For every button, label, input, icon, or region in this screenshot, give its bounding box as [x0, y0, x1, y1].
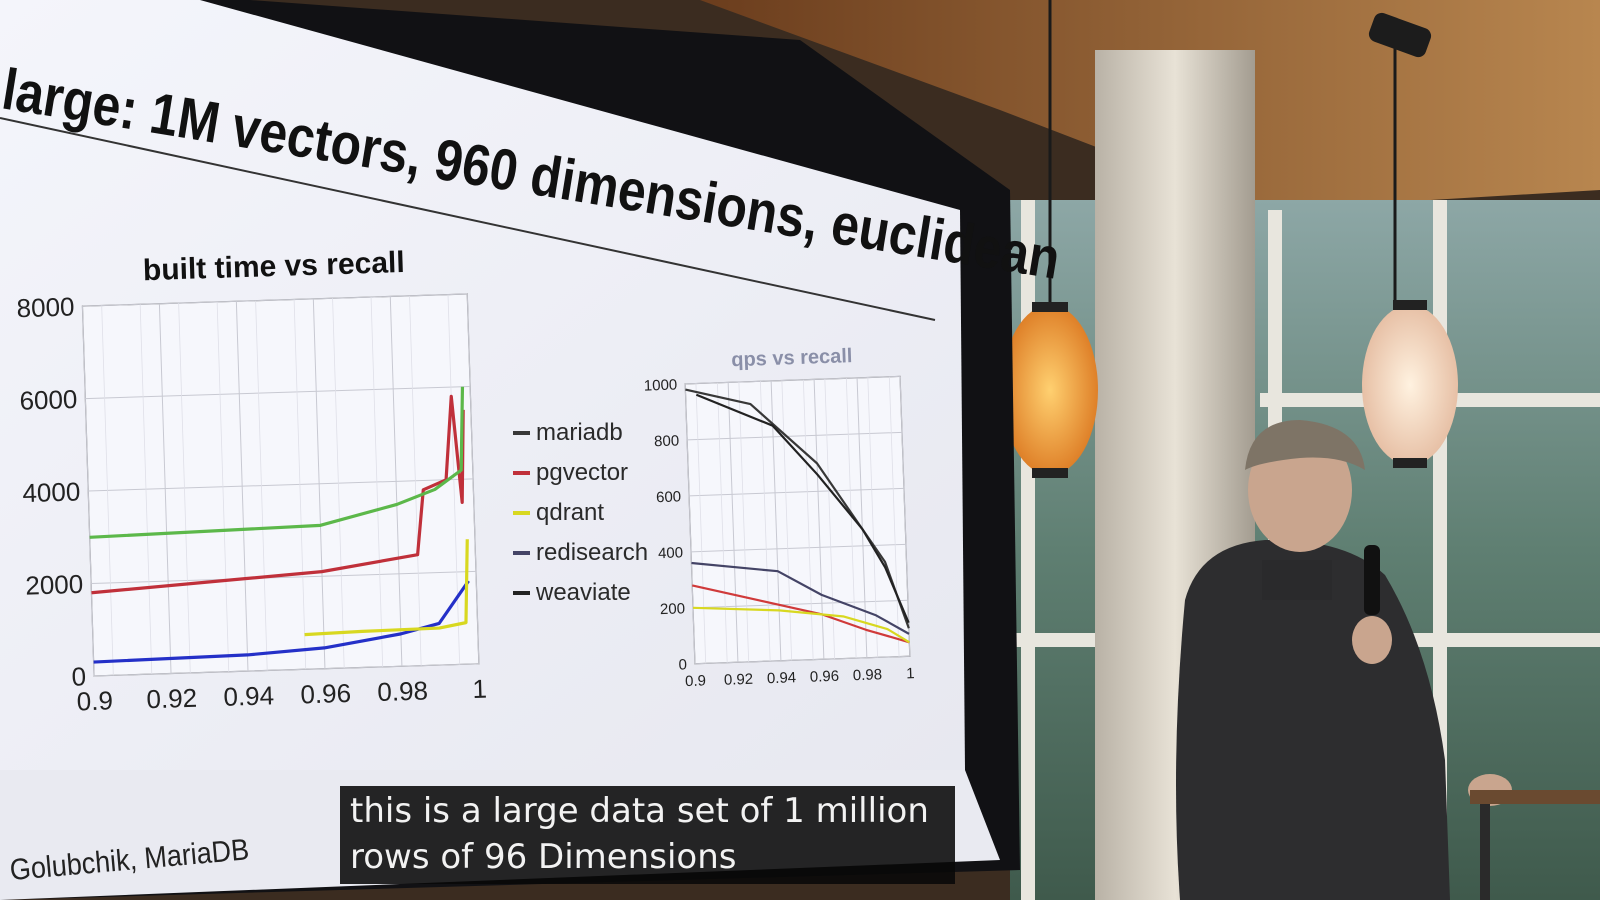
x-tick-label: 0.96	[810, 668, 840, 686]
series-line-qdrant	[692, 606, 910, 644]
x-tick-label: 0.92	[146, 683, 198, 715]
x-tick-label: 0.9	[76, 685, 113, 716]
orange-lantern	[1002, 305, 1098, 475]
legend-label-weaviate: weaviate	[535, 579, 631, 606]
legend-label-redisearch: redisearch	[536, 539, 648, 566]
grid-line-y	[85, 385, 471, 400]
x-tick-label: 0.9	[685, 672, 706, 690]
grid-line-y	[694, 655, 910, 665]
pale-lantern	[1362, 305, 1458, 465]
grid-line-y	[689, 487, 904, 497]
y-tick-label: 4000	[22, 476, 81, 508]
grid-line-y	[685, 375, 901, 385]
grid-line-x	[684, 383, 696, 664]
series-line-mariadb	[685, 388, 910, 629]
chart-legend: mariadb pgvector qdrant redisearch weaviate	[513, 419, 648, 606]
chart-title: qps vs recall	[731, 345, 853, 371]
series-line-redisearch	[691, 561, 910, 635]
y-tick-label: 0	[71, 661, 86, 691]
grid-line-x	[899, 376, 911, 657]
series-line-weaviate	[695, 393, 910, 624]
legend-label-mariadb: mariadb	[536, 419, 623, 446]
x-tick-label: 0.98	[377, 675, 429, 707]
grid-line-y	[82, 293, 468, 307]
x-tick-label: 1	[906, 665, 915, 682]
y-tick-label: 2000	[25, 569, 84, 601]
chart-qps-vs-recall: 0.9 0.92 0.94 0.96 0.98 1 0 200 400 600 800 1000 qps…	[644, 345, 915, 690]
legend-label-pgvector: pgvector	[536, 459, 628, 486]
x-tick-label: 0.98	[853, 666, 883, 684]
y-tick-label: 600	[656, 488, 682, 506]
x-tick-label: 0.94	[223, 680, 275, 712]
grid-line-x	[770, 380, 782, 661]
podium	[1470, 790, 1600, 804]
y-tick-label: 800	[654, 432, 680, 450]
caption-line-2: rows of 96 Dimensions	[350, 837, 737, 877]
series-line-qdrant	[304, 539, 469, 637]
grid-line-y	[691, 543, 906, 553]
grid-line-x	[813, 379, 825, 660]
y-tick-label: 400	[658, 544, 684, 562]
grid-line-y	[94, 663, 479, 677]
series-line-redisearch	[89, 386, 465, 539]
chart-built-time-vs-recall: 0.9 0.92 0.94 0.96 0.98 1 0 2000 4000 6000 8000 bui…	[16, 246, 487, 716]
x-tick-label: 0.92	[724, 671, 754, 689]
grid-line-x	[727, 382, 739, 663]
grid-line-y	[88, 478, 474, 492]
y-tick-label: 200	[660, 600, 686, 618]
chart-title: built time vs recall	[142, 246, 405, 287]
spotlight	[1368, 12, 1432, 58]
x-tick-label: 1	[472, 674, 487, 704]
series-line-pgvector	[91, 394, 465, 595]
grid-line-y	[692, 599, 908, 609]
subtitle-caption: this is a large data set of 1 million ro…	[340, 786, 955, 884]
legend-label-qdrant: qdrant	[536, 499, 604, 526]
y-tick-label: 1000	[644, 376, 678, 394]
series-line-mariadb	[93, 580, 470, 664]
y-tick-label: 6000	[19, 384, 78, 416]
x-tick-label: 0.96	[300, 678, 352, 710]
y-tick-label: 0	[678, 656, 687, 673]
x-tick-label: 0.94	[767, 669, 797, 687]
grid-line-y	[687, 431, 903, 441]
y-tick-label: 8000	[16, 291, 75, 323]
caption-line-1: this is a large data set of 1 million	[350, 791, 929, 831]
grid-line-y	[91, 570, 476, 584]
speaker	[1176, 420, 1512, 900]
